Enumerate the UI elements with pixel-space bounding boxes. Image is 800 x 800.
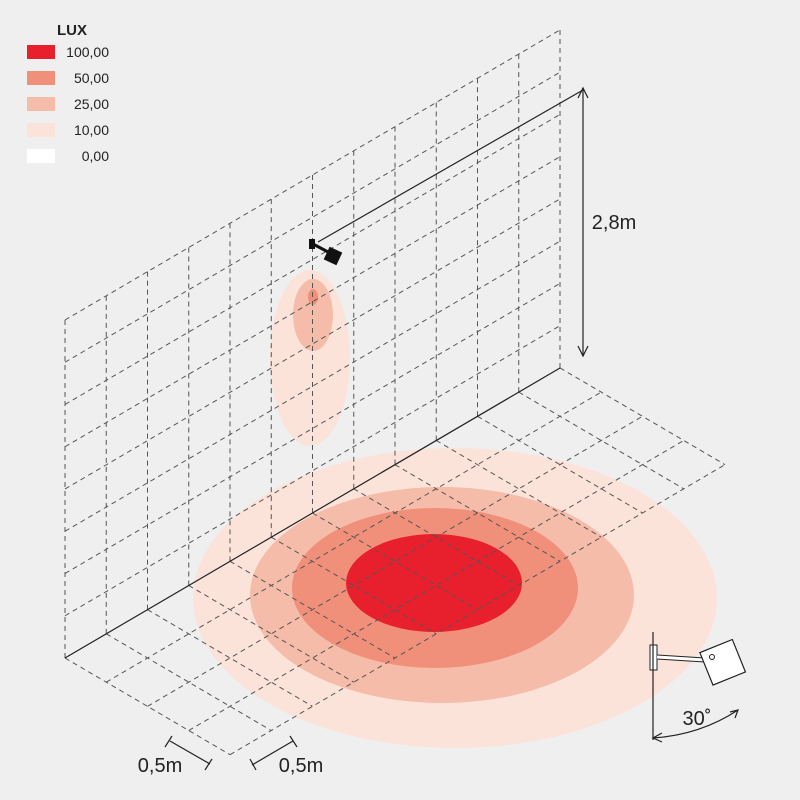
width-label: 0,5m [279,755,323,777]
legend-label: 50,00 [74,70,109,86]
floor-grid-d [312,512,478,611]
width-dim [249,735,298,771]
wall-grid-h [64,156,561,448]
angle-label: 30˚ [683,708,712,730]
legend-label: 100,00 [66,44,109,60]
floor-grid-d [270,536,437,635]
extension-line [317,89,584,243]
lamp-mount [309,239,315,249]
height-label: 2,8m [592,212,636,234]
floor-grid-d [147,609,313,707]
floor-grid-w [147,415,643,707]
floor-grid-d [188,585,355,683]
wall-base [64,367,561,659]
wall-grid-h [64,283,561,574]
legend-title: LUX [57,22,87,39]
legend-swatch [27,71,55,85]
wall-lamp [309,239,343,266]
wall-light [270,270,350,446]
legend-swatch [27,149,55,163]
floor-grid-d [559,367,726,466]
grid-dimensions: 0,5m 0,5m [138,735,323,777]
wall-grid-h [64,240,561,532]
wall-grid-h [64,325,561,617]
floor-grid-d [435,440,602,538]
legend-swatch [27,45,55,59]
floor-grid-w [229,464,726,756]
pivot [709,654,715,660]
wall-zone-50 [308,289,318,305]
height-dimension: 2,8m [317,86,636,358]
floor-grid-d [477,415,643,514]
lamp-head [323,246,343,266]
floor-grid-d [64,657,231,756]
arrows [577,86,589,358]
wall-grid-h [64,114,561,405]
zone-100 [346,534,522,632]
floor-grid-d [394,464,561,562]
wall-grid-h [64,29,561,321]
floor-grid-w [188,440,685,731]
floor-grid-d [353,488,520,586]
floor-grid-d [518,391,685,490]
angle-arrows [651,709,739,743]
arm-inner [656,655,706,662]
depth-label: 0,5m [138,755,182,777]
floor-grid-d [229,560,396,659]
head [699,638,747,686]
floor-light [193,448,717,748]
angle-arc [652,709,739,739]
legend-label: 0,00 [82,148,109,164]
legend-label: 10,00 [74,122,109,138]
lamp-arm [312,242,331,255]
side-lamp: 30˚ [649,632,747,743]
legend-swatch [27,97,55,111]
wall-grid-h [64,71,561,363]
legend-label: 25,00 [74,96,109,112]
floor-grid-d [105,633,272,731]
depth-dim [164,735,213,771]
wall-grid-h [64,198,561,490]
legend-swatch [27,123,55,137]
wall-zone-25 [293,279,333,351]
legend: LUX 100,00 50,00 25,00 10,00 0,00 [27,22,109,164]
floor-grid-w [105,391,602,683]
grid [64,29,726,756]
